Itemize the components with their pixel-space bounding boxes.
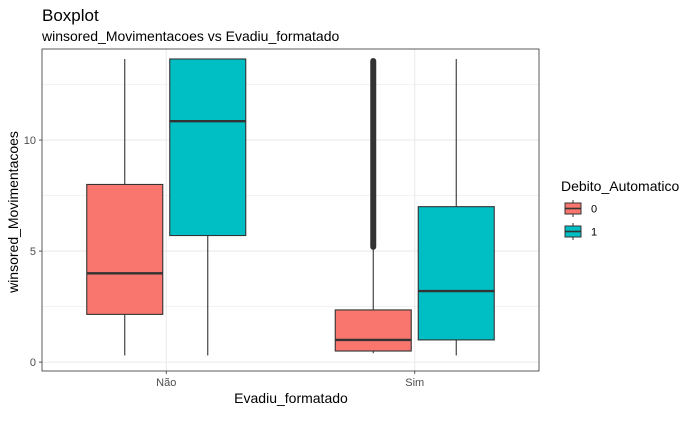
- outlier-points: [370, 57, 377, 250]
- x-tick-label: Sim: [405, 377, 424, 389]
- legend-label: 0: [591, 204, 597, 216]
- box-Sim-0: [334, 57, 412, 354]
- y-tick-label: 10: [24, 135, 36, 147]
- legend-title: Debito_Automatico: [561, 178, 680, 194]
- box-rect: [334, 309, 412, 352]
- box-rect: [86, 183, 164, 315]
- y-axis: 0 5 10: [24, 135, 42, 369]
- box-Não-0: [86, 58, 164, 356]
- chart-subtitle: winsored_Movimentacoes vs Evadiu_formata…: [41, 28, 339, 44]
- box-Não-1: [169, 58, 247, 356]
- plot-border: [41, 48, 540, 372]
- box-Sim-1: [417, 58, 495, 356]
- x-axis: Não Sim: [156, 371, 424, 389]
- boxes: [86, 57, 495, 356]
- legend: Debito_Automatico 0 1: [561, 178, 680, 240]
- box-rect: [169, 58, 247, 237]
- y-tick-label: 0: [30, 357, 36, 369]
- x-axis-title: Evadiu_formatado: [234, 390, 348, 406]
- chart-title: Boxplot: [42, 6, 99, 25]
- box-rect: [417, 206, 495, 341]
- legend-label: 1: [591, 227, 597, 239]
- legend-entry-1: 1: [564, 223, 597, 240]
- legend-entry-0: 0: [564, 200, 597, 217]
- x-tick-label: Não: [156, 377, 176, 389]
- y-axis-title: winsored_Movimentacoes: [5, 131, 21, 294]
- y-tick-label: 5: [30, 246, 36, 258]
